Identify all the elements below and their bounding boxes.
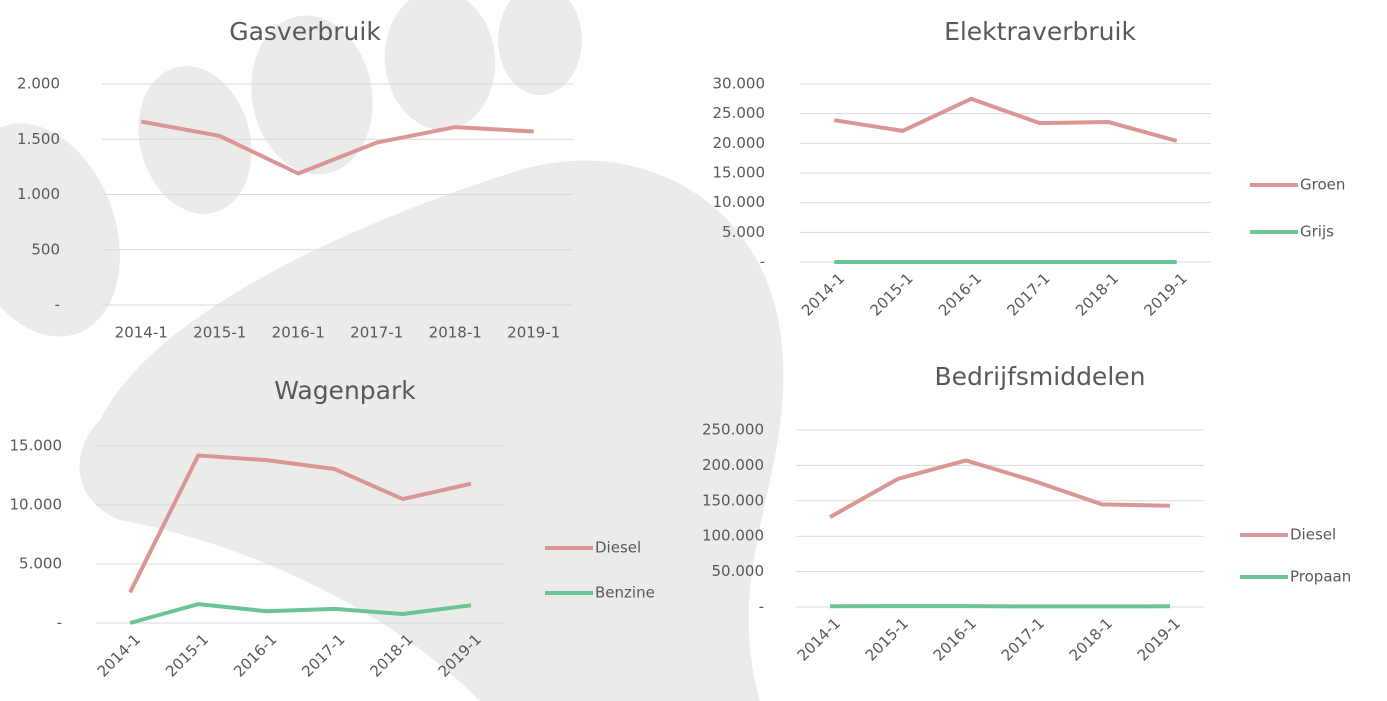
- x-tick-label: 2019-1: [1140, 269, 1190, 319]
- x-tick-label: 2019-1: [1134, 614, 1184, 664]
- y-tick-label: 1.500: [17, 130, 60, 148]
- y-tick-label: 500: [31, 240, 60, 258]
- footprint-background: [0, 0, 783, 701]
- y-tick-label: -: [759, 598, 764, 616]
- x-tick-label: 2017-1: [350, 324, 403, 342]
- y-tick-label: 15.000: [10, 437, 63, 455]
- y-tick-label: -: [760, 253, 765, 271]
- x-tick-label: 2017-1: [1003, 269, 1053, 319]
- y-tick-label: 150.000: [702, 491, 764, 509]
- x-tick-label: 2015-1: [162, 630, 212, 680]
- x-tick-label: 2015-1: [866, 269, 916, 319]
- legend-label: Benzine: [595, 584, 655, 602]
- x-tick-label: 2017-1: [998, 614, 1048, 664]
- y-tick-label: -: [55, 296, 60, 314]
- y-tick-label: 15.000: [713, 164, 766, 182]
- y-tick-label: 50.000: [712, 562, 765, 580]
- x-tick-label: 2014-1: [115, 324, 168, 342]
- y-tick-label: 250.000: [702, 421, 764, 439]
- y-tick-label: 5.000: [722, 223, 765, 241]
- page: - 500 1.000 1.500 2.000 2014-1 2015-1 2016-1 201…: [0, 0, 1387, 701]
- x-tick-label: 2016-1: [230, 630, 280, 680]
- y-tick-label: 25.000: [713, 104, 766, 122]
- y-tick-label: 200.000: [702, 456, 764, 474]
- y-tick-label: 10.000: [10, 496, 63, 514]
- legend-label: Propaan: [1290, 568, 1351, 586]
- x-tick-label: 2018-1: [429, 324, 482, 342]
- series-line: [834, 99, 1177, 141]
- y-tick-label: 2.000: [17, 75, 60, 93]
- x-tick-label: 2019-1: [507, 324, 560, 342]
- legend-label: Diesel: [595, 539, 641, 557]
- legend-label: Groen: [1300, 176, 1345, 194]
- x-tick-label: 2018-1: [1066, 614, 1116, 664]
- x-tick-label: 2017-1: [298, 630, 348, 680]
- y-tick-label: 10.000: [713, 193, 766, 211]
- x-tick-label: 2016-1: [935, 269, 985, 319]
- x-tick-label: 2014-1: [798, 269, 848, 319]
- series-line: [830, 460, 1170, 517]
- y-tick-label: 30.000: [713, 75, 766, 93]
- legend-label: Diesel: [1290, 526, 1336, 544]
- y-tick-label: 1.000: [17, 185, 60, 203]
- x-tick-label: 2015-1: [193, 324, 246, 342]
- chart-title: Bedrijfsmiddelen: [935, 362, 1146, 391]
- x-tick-label: 2014-1: [94, 630, 144, 680]
- x-tick-label: 2018-1: [366, 630, 416, 680]
- y-tick-label: 5.000: [19, 555, 62, 573]
- y-tick-label: -: [57, 614, 62, 632]
- x-tick-label: 2014-1: [794, 614, 844, 664]
- chart-title: Wagenpark: [274, 376, 416, 405]
- chart-title: Elektraverbruik: [944, 17, 1136, 46]
- chart-title: Gasverbruik: [229, 17, 381, 46]
- y-tick-label: 20.000: [713, 134, 766, 152]
- y-tick-label: 100.000: [702, 527, 764, 545]
- x-tick-label: 2016-1: [272, 324, 325, 342]
- x-tick-label: 2016-1: [930, 614, 980, 664]
- legend-label: Grijs: [1300, 223, 1334, 241]
- x-tick-label: 2015-1: [862, 614, 912, 664]
- x-tick-label: 2018-1: [1072, 269, 1122, 319]
